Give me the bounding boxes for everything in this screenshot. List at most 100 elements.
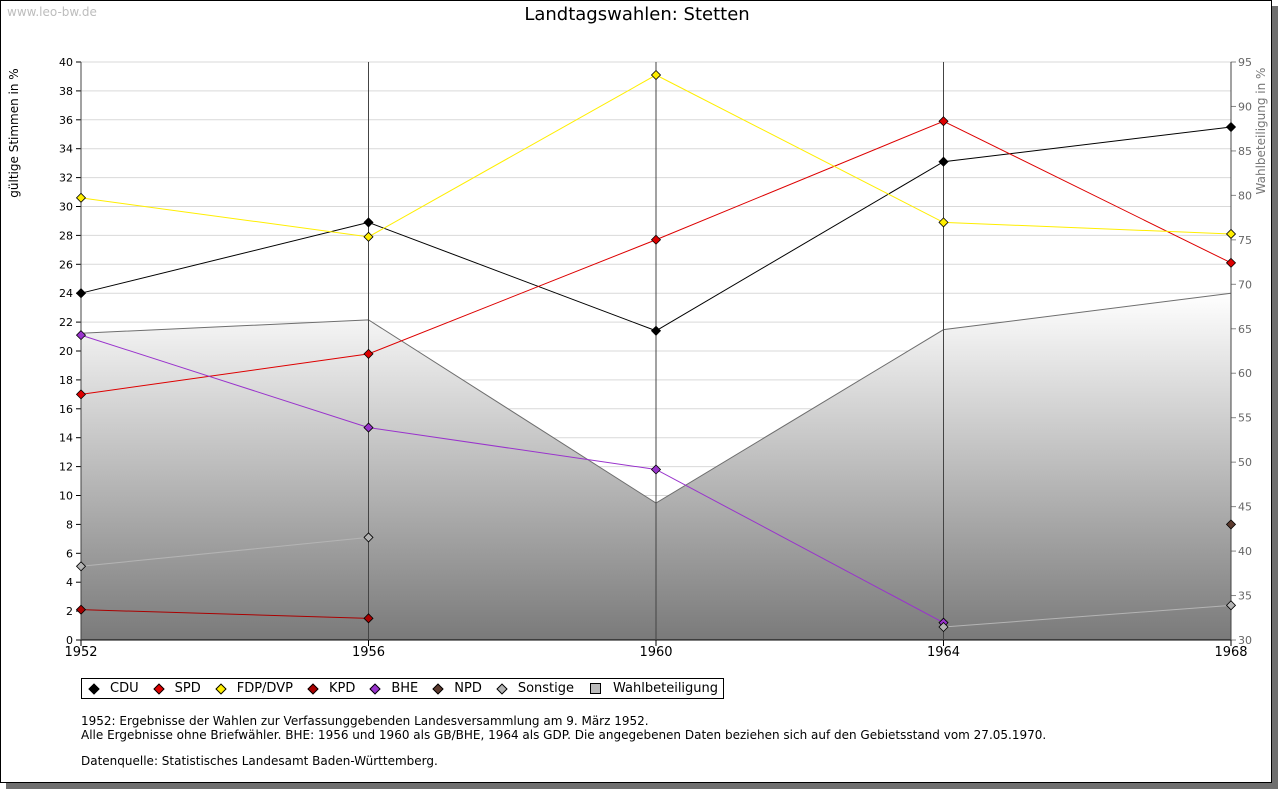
- legend-item: CDU: [88, 681, 139, 696]
- y-tick-label: 36: [59, 114, 73, 127]
- y2-tick-label: 70: [1238, 278, 1252, 291]
- x-tick-label: 1960: [639, 645, 672, 660]
- data-point-bhe: [75, 330, 87, 341]
- data-point-spd: [75, 389, 87, 400]
- footnotes: 1952: Ergebnisse der Wahlen zur Verfassu…: [81, 714, 1046, 768]
- y2-tick-label: 95: [1238, 56, 1252, 69]
- y-tick-label: 8: [66, 518, 73, 531]
- y-tick-label: 6: [66, 547, 73, 560]
- legend-item: SPD: [152, 681, 201, 696]
- legend-item: Sonstige: [496, 681, 575, 696]
- y-tick-label: 34: [59, 143, 73, 156]
- data-point-bhe: [363, 422, 374, 433]
- y-tick-label: 26: [59, 258, 73, 271]
- y-tick-label: 0: [66, 634, 73, 647]
- y-tick-label: 4: [66, 576, 73, 589]
- legend-label: BHE: [391, 681, 419, 696]
- y-tick-label: 2: [66, 605, 73, 618]
- watermark: www.leo-bw.de: [7, 5, 97, 19]
- data-point-spd: [938, 116, 949, 127]
- x-tick-label: 1968: [1214, 645, 1247, 660]
- y-tick-label: 12: [59, 461, 73, 474]
- legend-item: Wahlbeteiligung: [590, 681, 718, 696]
- data-point-cdu: [75, 288, 87, 299]
- y-tick-label: 20: [59, 345, 73, 358]
- y-tick-label: 18: [59, 374, 73, 387]
- data-point-spd: [363, 348, 374, 359]
- legend-label: FDP/DVP: [236, 681, 293, 696]
- y2-tick-label: 50: [1238, 456, 1252, 469]
- data-point-fdp-dvp: [75, 192, 87, 203]
- data-point-spd: [650, 234, 662, 245]
- chart-title: Landtagswahlen: Stetten: [524, 4, 750, 25]
- y2-tick-label: 40: [1238, 545, 1252, 558]
- data-point-sonstige: [938, 621, 949, 633]
- footnote-source: Datenquelle: Statistisches Landesamt Bad…: [81, 754, 438, 768]
- y-tick-label: 30: [59, 201, 73, 214]
- y-tick-label: 24: [59, 287, 73, 300]
- data-point-cdu: [363, 217, 374, 228]
- y-tick-label: 38: [59, 85, 73, 98]
- data-point-bhe: [650, 464, 662, 475]
- y-tick-label: 28: [59, 229, 73, 242]
- legend-item: FDP/DVP: [215, 681, 293, 696]
- series-line-sonstige: [80, 536, 369, 567]
- footnote-general: Alle Ergebnisse ohne Briefwähler. BHE: 1…: [81, 728, 1047, 742]
- y2-tick-label: 35: [1238, 590, 1252, 603]
- y2-tick-label: 55: [1238, 412, 1252, 425]
- legend-marker: [496, 682, 508, 695]
- legend-marker: [432, 682, 444, 695]
- x-tick-label: 1956: [352, 645, 385, 660]
- data-point-cdu: [1225, 121, 1237, 133]
- data-point-fdp-dvp: [650, 69, 662, 81]
- y2-tick-label: 60: [1238, 367, 1252, 380]
- data-point-spd: [1225, 257, 1237, 268]
- y2-tick-label: 65: [1238, 323, 1252, 336]
- data-point-fdp-dvp: [938, 217, 949, 228]
- y-tick-label: 16: [59, 403, 73, 416]
- y-tick-label: 10: [59, 490, 73, 503]
- y-tick-label: 14: [59, 432, 73, 445]
- series-line-bhe: [80, 334, 944, 624]
- line-chart: 0246810121416182022242628303234363840303…: [59, 56, 1252, 660]
- legend-marker: [88, 682, 100, 695]
- legend-label: Wahlbeteiligung: [613, 681, 719, 696]
- legend-marker: [215, 682, 227, 695]
- y2-tick-label: 45: [1238, 501, 1252, 514]
- legend: CDU SPD FDP/DVP KPD BHE NPD Sonstige Wahlbeteil…: [81, 678, 725, 699]
- data-point-kpd: [75, 604, 87, 615]
- y2-tick-label: 75: [1238, 234, 1252, 247]
- legend-item: NPD: [432, 681, 482, 696]
- legend-marker: [152, 682, 165, 695]
- legend-item: BHE: [369, 681, 419, 696]
- data-point-sonstige: [1225, 600, 1237, 611]
- data-point-fdp-dvp: [363, 231, 374, 242]
- y-tick-label: 32: [59, 172, 73, 185]
- y2-tick-label: 30: [1238, 634, 1252, 647]
- x-tick-label: 1952: [64, 645, 97, 660]
- data-point-kpd: [363, 613, 374, 624]
- legend-label: NPD: [454, 681, 482, 696]
- data-point-npd: [1225, 519, 1237, 530]
- legend-label: CDU: [110, 681, 139, 696]
- legend-item: KPD: [307, 681, 356, 696]
- legend-label: Sonstige: [517, 681, 575, 696]
- y2-tick-label: 80: [1238, 189, 1252, 202]
- data-point-sonstige: [363, 532, 374, 543]
- legend-marker: [307, 682, 319, 695]
- data-point-cdu: [938, 156, 949, 167]
- data-point-sonstige: [75, 561, 87, 572]
- data-point-fdp-dvp: [1225, 228, 1237, 240]
- y-tick-label: 40: [59, 56, 73, 69]
- legend-label: SPD: [174, 681, 201, 696]
- x-tick-label: 1964: [927, 645, 960, 660]
- series-line-kpd: [80, 609, 369, 619]
- legend-area-swatch: [590, 683, 602, 694]
- footnote-1952: 1952: Ergebnisse der Wahlen zur Verfassu…: [81, 714, 649, 728]
- y2-tick-label: 85: [1238, 145, 1252, 158]
- y2-tick-label: 90: [1238, 100, 1252, 113]
- y-tick-label: 22: [59, 316, 73, 329]
- legend-marker: [369, 682, 381, 695]
- legend-label: KPD: [328, 681, 356, 696]
